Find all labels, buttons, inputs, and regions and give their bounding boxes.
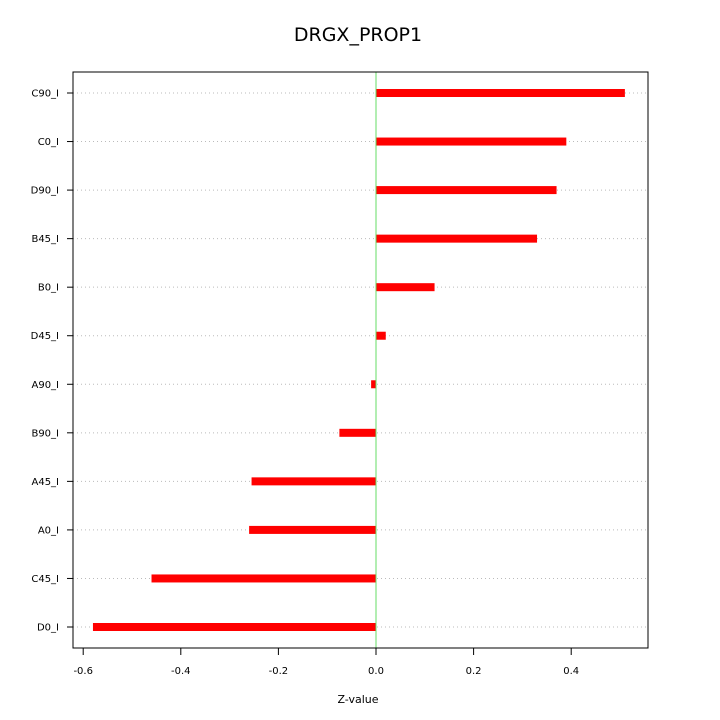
bar-A45_I	[251, 477, 376, 486]
x-tick-label: -0.4	[171, 666, 191, 677]
bar-D45_I	[376, 331, 386, 340]
bar-C90_I	[376, 89, 625, 97]
y-tick-label: B45_I	[31, 234, 59, 245]
chart-title: DRGX_PROP1	[294, 24, 422, 46]
y-tick-label: C90_I	[31, 89, 59, 100]
y-tick-label: C0_I	[38, 137, 59, 148]
bar-A0_I	[249, 525, 376, 534]
bar-C45_I	[151, 574, 376, 583]
bar-B0_I	[376, 283, 435, 292]
y-tick-label: D0_I	[37, 623, 59, 634]
y-tick-label: D45_I	[31, 331, 59, 342]
y-tick-label: A0_I	[38, 525, 59, 536]
bar-B45_I	[376, 234, 538, 243]
x-tick-label: -0.6	[73, 666, 93, 677]
bar-D0_I	[92, 623, 377, 631]
bar-C0_I	[376, 137, 567, 146]
y-tick-label: D90_I	[31, 186, 59, 197]
plot-area: C90_I C0_I D90_I B45_I B0_I D45_I A90_I B90_I A4…	[31, 71, 649, 677]
y-tick-label: C45_I	[31, 574, 59, 585]
x-axis-label: Z-value	[337, 693, 378, 706]
x-tick-label: 0.0	[368, 666, 384, 677]
x-tick-label: 0.2	[466, 666, 482, 677]
x-tick-label: 0.4	[563, 666, 579, 677]
y-tick-label: B90_I	[31, 428, 59, 439]
x-tick-label: -0.2	[269, 666, 289, 677]
plot-border	[72, 71, 649, 649]
bar-A90_I	[371, 380, 376, 389]
bar-B90_I	[339, 428, 376, 437]
y-tick-label: A90_I	[31, 380, 59, 391]
bar-D90_I	[376, 186, 557, 195]
y-tick-label: A45_I	[31, 477, 59, 488]
y-tick-label: B0_I	[38, 283, 59, 294]
